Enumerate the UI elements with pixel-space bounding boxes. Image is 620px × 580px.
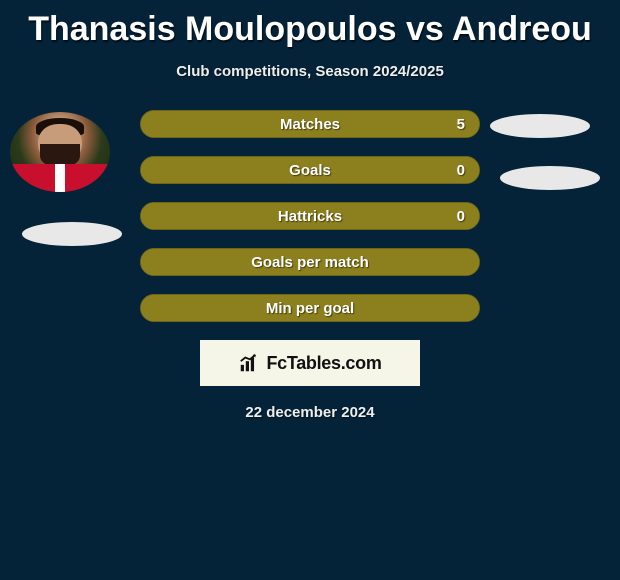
logo-box: FcTables.com	[200, 340, 420, 386]
stat-bar-label: Matches	[141, 111, 479, 137]
stat-bar: Hattricks0	[140, 202, 480, 230]
player-right-name-placeholder	[500, 166, 600, 190]
chart-icon	[238, 352, 260, 374]
stat-bar: Goals per match	[140, 248, 480, 276]
stat-bar: Min per goal	[140, 294, 480, 322]
stat-bar-value: 5	[457, 111, 465, 137]
page-title: Thanasis Moulopoulos vs Andreou	[0, 0, 620, 49]
logo-text: FcTables.com	[266, 353, 381, 374]
player-right-avatar-placeholder	[490, 114, 590, 138]
date-label: 22 december 2024	[0, 404, 620, 421]
player-left-name-placeholder	[22, 222, 122, 246]
stat-bar-label: Hattricks	[141, 203, 479, 229]
stat-bar-label: Goals per match	[141, 249, 479, 275]
subtitle: Club competitions, Season 2024/2025	[0, 63, 620, 80]
stat-bar-label: Goals	[141, 157, 479, 183]
stat-bar-value: 0	[457, 203, 465, 229]
comparison-content: Matches5Goals0Hattricks0Goals per matchM…	[0, 110, 620, 421]
player-left-avatar	[10, 112, 110, 192]
stat-bars: Matches5Goals0Hattricks0Goals per matchM…	[140, 110, 480, 322]
stat-bar-label: Min per goal	[141, 295, 479, 321]
stat-bar: Goals0	[140, 156, 480, 184]
stat-bar-value: 0	[457, 157, 465, 183]
avatar-photo	[10, 112, 110, 192]
stat-bar: Matches5	[140, 110, 480, 138]
